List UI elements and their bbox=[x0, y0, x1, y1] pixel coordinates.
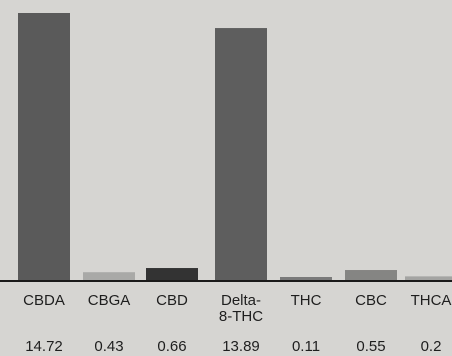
category-label-line: CBDA bbox=[23, 292, 65, 309]
value-labels: 14.72 0.43 0.66 13.89 0.11 0.55 0.2 bbox=[25, 338, 441, 355]
bar-3 bbox=[215, 28, 267, 281]
bar-4 bbox=[280, 277, 332, 280]
bar-5 bbox=[345, 270, 397, 280]
category-labels: CBDA CBGA CBD Delta-8-THC THC CBC THCA bbox=[23, 292, 451, 325]
value-label-3: 13.89 bbox=[222, 338, 260, 355]
value-label-4: 0.11 bbox=[292, 338, 320, 355]
category-label-line: CBC bbox=[355, 292, 387, 309]
category-label-4: THC bbox=[291, 292, 322, 309]
category-label-line: CBGA bbox=[88, 292, 131, 309]
value-label-0: 14.72 bbox=[25, 338, 63, 355]
bar-0 bbox=[18, 13, 70, 280]
category-label-line: 8-THC bbox=[219, 308, 263, 325]
category-label-1: CBGA bbox=[88, 292, 131, 309]
category-label-line: Delta- bbox=[221, 292, 261, 309]
category-label-2: CBD bbox=[156, 292, 188, 309]
value-label-5: 0.55 bbox=[356, 338, 385, 355]
category-label-6: THCA bbox=[411, 292, 452, 309]
bars-group bbox=[18, 13, 452, 281]
category-label-line: THC bbox=[291, 292, 322, 309]
value-label-1: 0.43 bbox=[94, 338, 123, 355]
category-label-line: THCA bbox=[411, 292, 452, 309]
category-label-3: Delta-8-THC bbox=[219, 292, 263, 325]
bar-2 bbox=[146, 268, 198, 280]
value-label-2: 0.66 bbox=[157, 338, 186, 355]
category-label-0: CBDA bbox=[23, 292, 65, 309]
category-label-line: CBD bbox=[156, 292, 188, 309]
bar-1 bbox=[83, 272, 135, 280]
bar-6 bbox=[405, 276, 452, 280]
category-label-5: CBC bbox=[355, 292, 387, 309]
value-label-6: 0.2 bbox=[421, 338, 442, 355]
